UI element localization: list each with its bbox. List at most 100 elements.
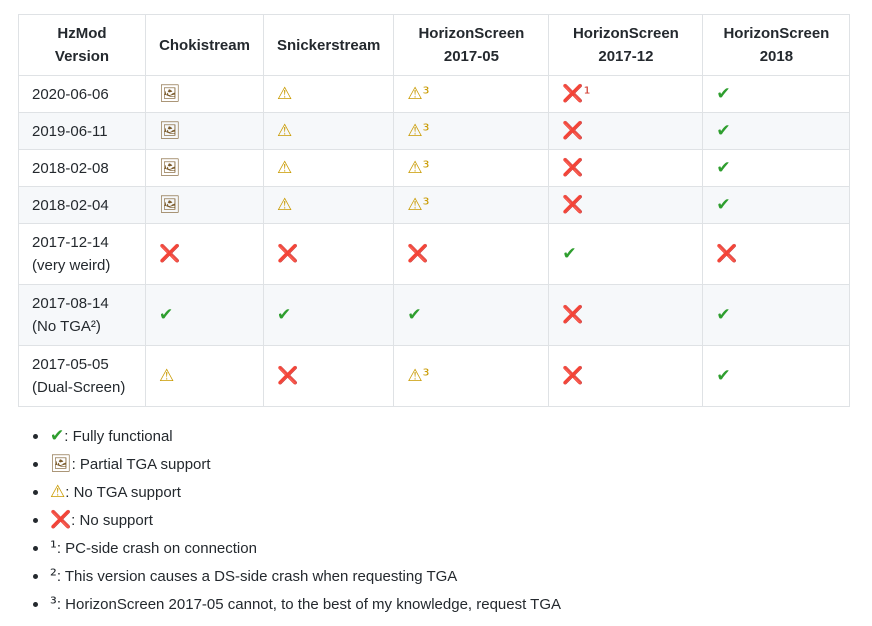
version-text: 2020-06-06 bbox=[32, 85, 109, 103]
version-text: 2017-08-14 bbox=[32, 295, 109, 312]
legend-item: ✔: Fully functional bbox=[0, 424, 561, 452]
legend-text: : PC-side crash on connection bbox=[56, 540, 257, 557]
status-icon: ⚠ bbox=[159, 365, 175, 386]
cell: ⚠³ bbox=[393, 112, 550, 150]
cell: ⚠ bbox=[262, 149, 395, 187]
status-icon: ⚠ bbox=[277, 120, 293, 141]
cell: 2018-02-08 bbox=[18, 149, 146, 187]
status-icon: ✔ bbox=[716, 304, 731, 325]
legend-key: ³ bbox=[50, 594, 57, 614]
row: 2019-06-11 🖼 ⚠ ⚠³ ❌ ✔ bbox=[18, 112, 851, 150]
cell: ❌ bbox=[393, 223, 550, 285]
row: 2017-05-05 (Dual-Screen) ⚠ ❌ ⚠³ ❌ ✔ bbox=[18, 345, 851, 407]
cell: ✔ bbox=[702, 186, 851, 224]
compat-table: HzMod Version Chokistream Snickerstream Hori… bbox=[18, 14, 851, 407]
status-icon: ✔ bbox=[716, 194, 731, 215]
status-icon: ❌ bbox=[562, 194, 584, 215]
legend: ✔: Fully functional 🖼: Partial TGA suppor… bbox=[0, 424, 561, 620]
status-icon: ✔ bbox=[407, 304, 422, 325]
legend-text: : HorizonScreen 2017-05 cannot, to the b… bbox=[56, 596, 562, 613]
legend-text: : No support bbox=[71, 512, 153, 529]
header-text: Chokistream bbox=[159, 36, 250, 54]
header-text: HzMod bbox=[57, 25, 107, 42]
cell: ✔ bbox=[702, 284, 851, 346]
cell: 2017-12-14 (very weird) bbox=[18, 223, 146, 285]
status-icon: ⚠³ bbox=[407, 194, 430, 215]
cell: 🖼 bbox=[145, 149, 264, 187]
status-icon: ⚠³ bbox=[407, 83, 430, 104]
status-icon: ⚠ bbox=[277, 83, 293, 104]
legend-key: ¹ bbox=[50, 538, 57, 558]
status-icon: ❌ bbox=[159, 243, 181, 264]
legend-key: ² bbox=[50, 566, 57, 586]
row: 2020-06-06 🖼 ⚠ ⚠³ ❌¹ ✔ bbox=[18, 75, 851, 113]
cell: ❌ bbox=[262, 223, 395, 285]
status-icon: ✔ bbox=[562, 243, 577, 264]
cell: 🖼 bbox=[145, 112, 264, 150]
cell: ❌ bbox=[548, 284, 704, 346]
cell: ⚠ bbox=[262, 75, 395, 113]
cell: 2017-05-05 (Dual-Screen) bbox=[18, 345, 146, 407]
cell: ✔ bbox=[702, 345, 851, 407]
header-text: 2018 bbox=[759, 48, 794, 65]
status-icon: ❌ bbox=[277, 365, 299, 386]
status-icon: 🖼 bbox=[159, 194, 181, 215]
header-cell: HorizonScreen 2018 bbox=[702, 14, 851, 76]
status-icon: ❌ bbox=[562, 157, 584, 178]
header-cell: HorizonScreen 2017-05 bbox=[393, 14, 550, 76]
header-text: 2017-12 bbox=[598, 48, 654, 65]
status-icon: 🖼 bbox=[159, 83, 181, 104]
status-icon: ⚠³ bbox=[407, 157, 430, 178]
status-icon: ✔ bbox=[716, 365, 731, 386]
legend-item: ¹: PC-side crash on connection bbox=[0, 536, 561, 564]
status-icon: ✔ bbox=[159, 304, 174, 325]
cell: ⚠³ bbox=[393, 149, 550, 187]
header-row: HzMod Version Chokistream Snickerstream Hori… bbox=[18, 14, 851, 76]
cell: 2020-06-06 bbox=[18, 75, 146, 113]
status-icon: ❌¹ bbox=[562, 83, 591, 104]
status-icon: ⚠ bbox=[277, 194, 293, 215]
cell: ✔ bbox=[145, 284, 264, 346]
legend-text: : No TGA support bbox=[65, 484, 181, 501]
cell: ⚠³ bbox=[393, 345, 550, 407]
cell: ❌ bbox=[548, 149, 704, 187]
status-icon: ⚠³ bbox=[407, 120, 430, 141]
status-icon: ❌ bbox=[562, 304, 584, 325]
cell: 🖼 bbox=[145, 75, 264, 113]
cell: ✔ bbox=[262, 284, 395, 346]
header-text: HorizonScreen bbox=[418, 25, 525, 42]
version-text: 2018-02-08 bbox=[32, 159, 109, 177]
status-icon: ✔ bbox=[716, 157, 731, 178]
cell: 2017-08-14 (No TGA²) bbox=[18, 284, 146, 346]
status-icon: ⚠³ bbox=[407, 365, 430, 386]
header-text: HorizonScreen bbox=[723, 25, 830, 42]
cell: ✔ bbox=[393, 284, 550, 346]
row: 2017-08-14 (No TGA²) ✔ ✔ ✔ ❌ ✔ bbox=[18, 284, 851, 346]
header-cell: HzMod Version bbox=[18, 14, 146, 76]
legend-key: ❌ bbox=[50, 510, 72, 530]
legend-key: ⚠ bbox=[50, 482, 66, 502]
header-cell: HorizonScreen 2017-12 bbox=[548, 14, 704, 76]
status-icon: ❌ bbox=[407, 243, 429, 264]
status-icon: ✔ bbox=[277, 304, 292, 325]
status-icon: ⚠ bbox=[277, 157, 293, 178]
status-icon: 🖼 bbox=[159, 120, 181, 141]
status-icon: ❌ bbox=[562, 365, 584, 386]
cell: ❌ bbox=[548, 186, 704, 224]
cell: ❌ bbox=[145, 223, 264, 285]
cell: ⚠ bbox=[262, 186, 395, 224]
version-text: 2019-06-11 bbox=[32, 122, 108, 140]
legend-item: ❌: No support bbox=[0, 508, 561, 536]
cell: ❌ bbox=[548, 112, 704, 150]
cell: ⚠ bbox=[145, 345, 264, 407]
cell: 🖼 bbox=[145, 186, 264, 224]
header-text: 2017-05 bbox=[443, 48, 499, 65]
cell: ❌ bbox=[262, 345, 395, 407]
cell: ⚠ bbox=[262, 112, 395, 150]
row: 2017-12-14 (very weird) ❌ ❌ ❌ ✔ ❌ bbox=[18, 223, 851, 285]
status-icon: 🖼 bbox=[159, 157, 181, 178]
legend-item: ⚠: No TGA support bbox=[0, 480, 561, 508]
legend-text: : Partial TGA support bbox=[71, 456, 211, 473]
legend-text: : This version causes a DS-side crash wh… bbox=[56, 568, 458, 585]
